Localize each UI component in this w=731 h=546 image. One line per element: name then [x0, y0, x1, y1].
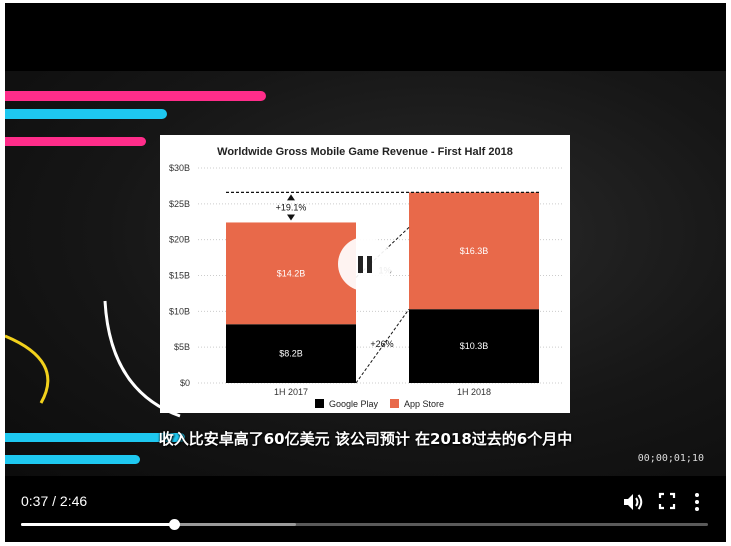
center-pause-button[interactable]: [338, 237, 392, 291]
fullscreen-icon[interactable]: [658, 492, 676, 510]
progress-played: [21, 523, 175, 526]
volume-icon[interactable]: [622, 492, 644, 512]
chart-title: Worldwide Gross Mobile Game Revenue - Fi…: [217, 146, 513, 158]
bar-segment: [226, 222, 356, 325]
pause-icon-bar: [367, 255, 372, 273]
y-tick-label: $30B: [169, 163, 190, 173]
progress-scrubber[interactable]: [169, 519, 181, 530]
arrow-down-icon: [287, 214, 295, 221]
legend-label: Google Play: [329, 399, 379, 409]
bar-value-label: $14.2B: [277, 268, 306, 278]
progress-bar[interactable]: [21, 519, 708, 530]
y-tick-label: $10B: [169, 306, 190, 316]
legend-swatch: [315, 399, 324, 408]
decor-stripe-cyan: [5, 109, 167, 119]
decor-stripe-cyan-3: [5, 455, 140, 464]
stacked-bar-chart: Worldwide Gross Mobile Game Revenue - Fi…: [169, 146, 564, 409]
y-tick-label: $25B: [169, 199, 190, 209]
video-frame[interactable]: Worldwide Gross Mobile Game Revenue - Fi…: [5, 71, 726, 476]
decor-stripe-pink: [5, 91, 266, 101]
bar-value-label: $10.3B: [460, 341, 489, 351]
time-display: 0:37 / 2:46: [21, 493, 88, 509]
annotation-total-growth: +19.1%: [276, 202, 307, 212]
bar-value-label: $16.3B: [460, 246, 489, 256]
control-bar: 0:37 / 2:46: [5, 476, 726, 542]
video-player[interactable]: Worldwide Gross Mobile Game Revenue - Fi…: [5, 3, 726, 542]
bar-segment: [226, 324, 356, 383]
pause-icon: [358, 255, 363, 273]
y-tick-label: $20B: [169, 235, 190, 245]
y-tick-label: $15B: [169, 271, 190, 281]
x-tick-label: 1H 2018: [457, 387, 491, 397]
y-tick-label: $5B: [174, 342, 190, 352]
bar-value-label: $8.2B: [279, 349, 303, 359]
timecode-overlay: 00;00;01;10: [637, 453, 704, 464]
x-tick-label: 1H 2017: [274, 387, 308, 397]
decor-stripe-cyan-2: [5, 433, 185, 442]
more-options-icon[interactable]: [693, 492, 701, 512]
legend-swatch: [390, 399, 399, 408]
y-tick-label: $0: [180, 378, 190, 388]
bar-segment: [409, 192, 539, 310]
decor-yellow-arc: [5, 334, 50, 404]
subtitle-caption: 收入比安卓高了60亿美元 该公司预计 在2018过去的6个月中: [158, 430, 573, 448]
arrow-up-icon: [287, 194, 295, 201]
annotation-gp-growth: +26%: [370, 339, 393, 349]
bar-segment: [409, 309, 539, 383]
legend-label: App Store: [404, 399, 444, 409]
connector-line: [355, 308, 410, 384]
decor-stripe-pink-2: [5, 137, 146, 146]
